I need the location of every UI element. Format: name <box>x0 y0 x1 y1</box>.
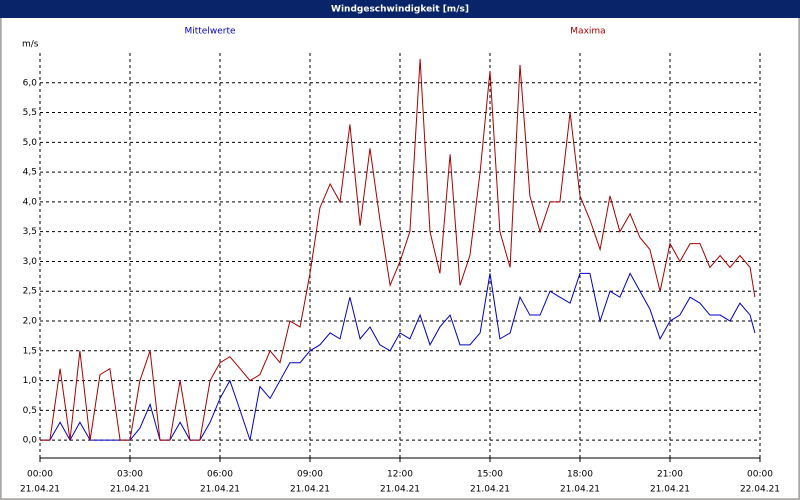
y-tick-label: 5,0 <box>23 138 38 148</box>
x-tick-date: 21.04.21 <box>290 485 330 495</box>
x-tick-label: 09:00 <box>297 470 323 480</box>
y-tick-label: 2,0 <box>23 317 38 327</box>
chart-title: Windgeschwindigkeit [m/s] <box>331 5 469 15</box>
y-tick-label: 2,5 <box>23 287 37 297</box>
data-line <box>40 58 756 441</box>
x-tick-label: 18:00 <box>567 470 593 480</box>
y-tick-label: 5,5 <box>23 108 37 118</box>
x-tick-label: 12:00 <box>387 470 413 480</box>
title-bar <box>0 0 800 18</box>
y-tick-label: 3,5 <box>23 227 37 237</box>
x-tick-date: 21.04.21 <box>380 485 420 495</box>
y-axis-label: m/s <box>22 40 39 50</box>
y-tick-label: 4,5 <box>23 168 37 178</box>
x-tick-label: 15:00 <box>477 470 503 480</box>
y-tick-label: 1,5 <box>23 346 37 356</box>
y-tick-label: 1,0 <box>23 376 38 386</box>
legend-label: Maxima <box>570 27 605 37</box>
y-tick-label: 0,0 <box>23 436 38 446</box>
x-tick-date: 21.04.21 <box>20 485 60 495</box>
legend-label: Mittelwerte <box>184 27 235 37</box>
x-tick-label: 00:00 <box>747 470 773 480</box>
x-tick-date: 21.04.21 <box>470 485 510 495</box>
x-tick-label: 00:00 <box>27 470 53 480</box>
y-tick-label: 0,5 <box>23 406 37 416</box>
y-tick-label: 4,0 <box>23 197 38 207</box>
x-tick-date: 21.04.21 <box>650 485 690 495</box>
y-tick-label: 3,0 <box>23 257 38 267</box>
x-tick-label: 06:00 <box>207 470 233 480</box>
x-tick-label: 21:00 <box>657 470 683 480</box>
x-tick-date: 21.04.21 <box>110 485 150 495</box>
x-tick-label: 03:00 <box>117 470 143 480</box>
y-tick-label: 6,0 <box>23 78 38 88</box>
x-tick-date: 22.04.21 <box>740 485 780 495</box>
x-tick-date: 21.04.21 <box>200 485 240 495</box>
x-tick-date: 21.04.21 <box>560 485 600 495</box>
